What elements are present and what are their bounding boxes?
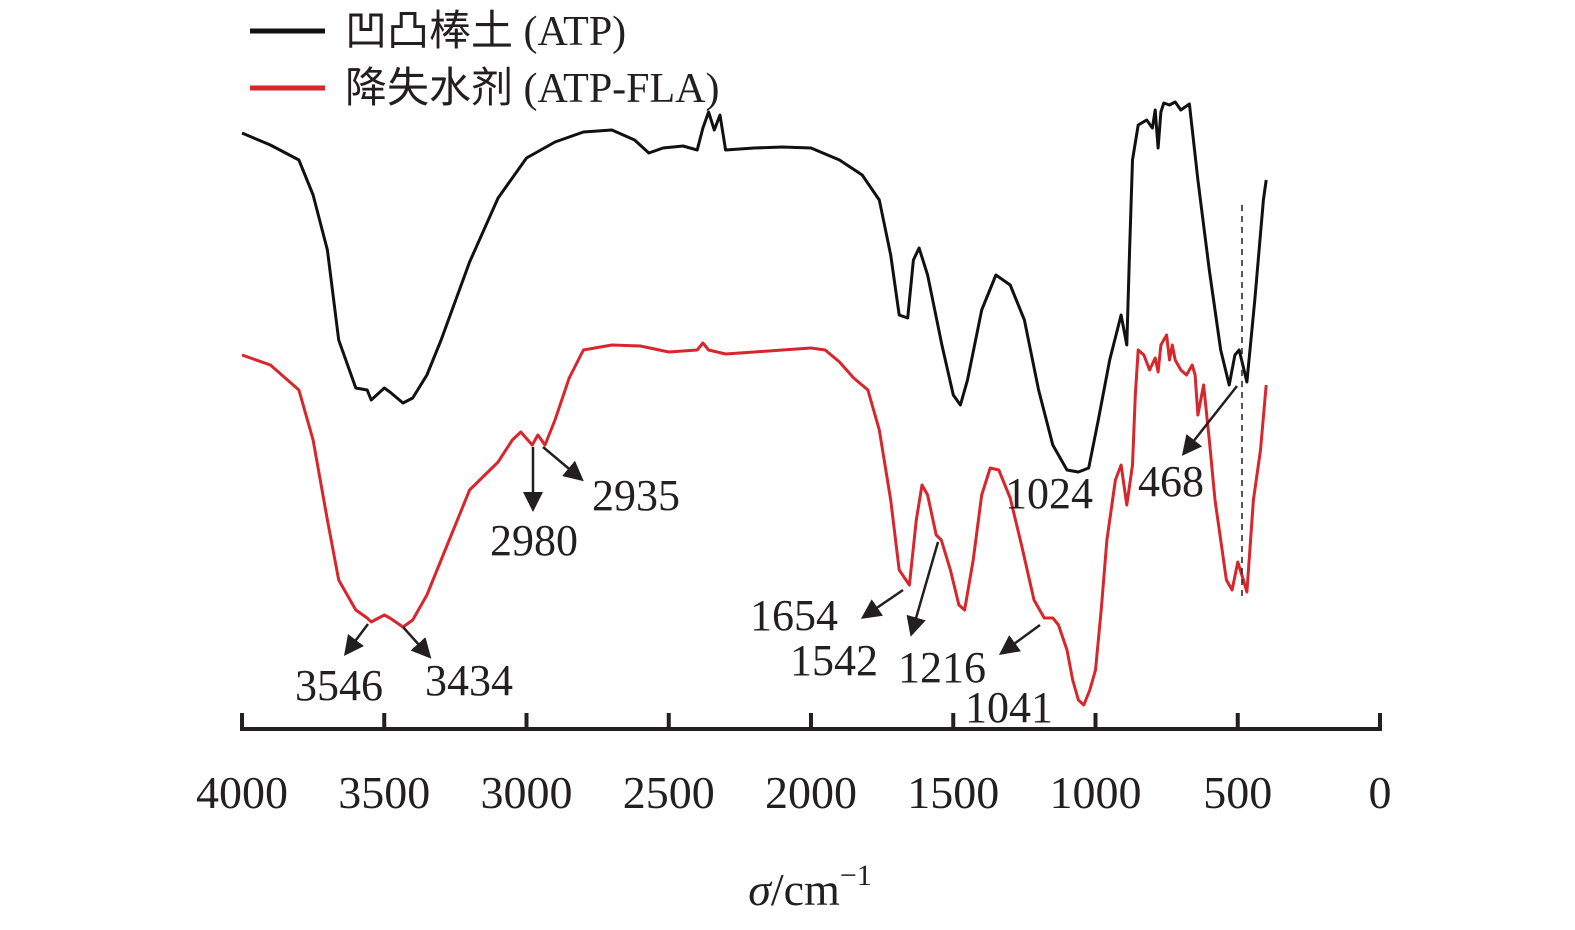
x-tick-label-500: 500	[1203, 767, 1272, 818]
legend-label-atp-fla: 降失水剂 (ATP-FLA)	[345, 66, 720, 112]
series-line-1	[241, 333, 1268, 707]
arrow-2935	[542, 446, 584, 482]
x-axis-ticks: 4000 3500 3000 2500 2000 1500 1000 500 0	[196, 713, 1392, 818]
arrow-1654	[860, 588, 904, 619]
annotation-arrows	[344, 385, 1238, 659]
x-tick-label-1500: 1500	[907, 767, 999, 818]
legend-label-atp: 凹凸棒土 (ATP)	[345, 9, 626, 55]
annotation-1542: 1542	[790, 636, 878, 685]
x-axis: 4000 3500 3000 2500 2000 1500 1000 500 0 σ/cm−1	[196, 713, 1392, 915]
annotation-1024: 1024	[1005, 469, 1093, 518]
x-tick-label-3500: 3500	[338, 767, 430, 818]
arrow-468	[1181, 385, 1238, 456]
x-tick-label-0: 0	[1369, 767, 1392, 818]
annotation-3546: 3546	[295, 661, 383, 710]
arrow-3546	[344, 623, 369, 656]
arrow-1542	[906, 541, 940, 637]
annotation-1041: 1041	[965, 683, 1053, 732]
annotation-3434: 3434	[425, 656, 513, 705]
annotation-468: 468	[1138, 457, 1204, 506]
legend: 凹凸棒土 (ATP) 降失水剂 (ATP-FLA)	[250, 9, 720, 112]
series-line-0	[241, 100, 1268, 474]
x-tick-label-4000: 4000	[196, 767, 288, 818]
x-axis-title-unit: /cm	[771, 864, 840, 915]
annotation-2935: 2935	[592, 471, 680, 520]
x-axis-title-symbol: σ	[748, 864, 773, 915]
annotation-labels: 3546 3434 2980 2935 1654 1542 1216 1041 …	[295, 457, 1204, 732]
series-layer	[241, 100, 1268, 707]
x-axis-title-exponent: −1	[840, 859, 872, 892]
x-tick-label-3000: 3000	[481, 767, 573, 818]
x-tick-label-1000: 1000	[1050, 767, 1142, 818]
arrow-1216	[998, 623, 1041, 655]
x-axis-title: σ/cm−1	[748, 859, 872, 915]
annotation-2980: 2980	[490, 516, 578, 565]
annotation-1216: 1216	[898, 643, 986, 692]
annotation-1654: 1654	[750, 591, 838, 640]
arrow-3434	[402, 626, 432, 659]
x-tick-label-2000: 2000	[765, 767, 857, 818]
x-tick-label-2500: 2500	[623, 767, 715, 818]
